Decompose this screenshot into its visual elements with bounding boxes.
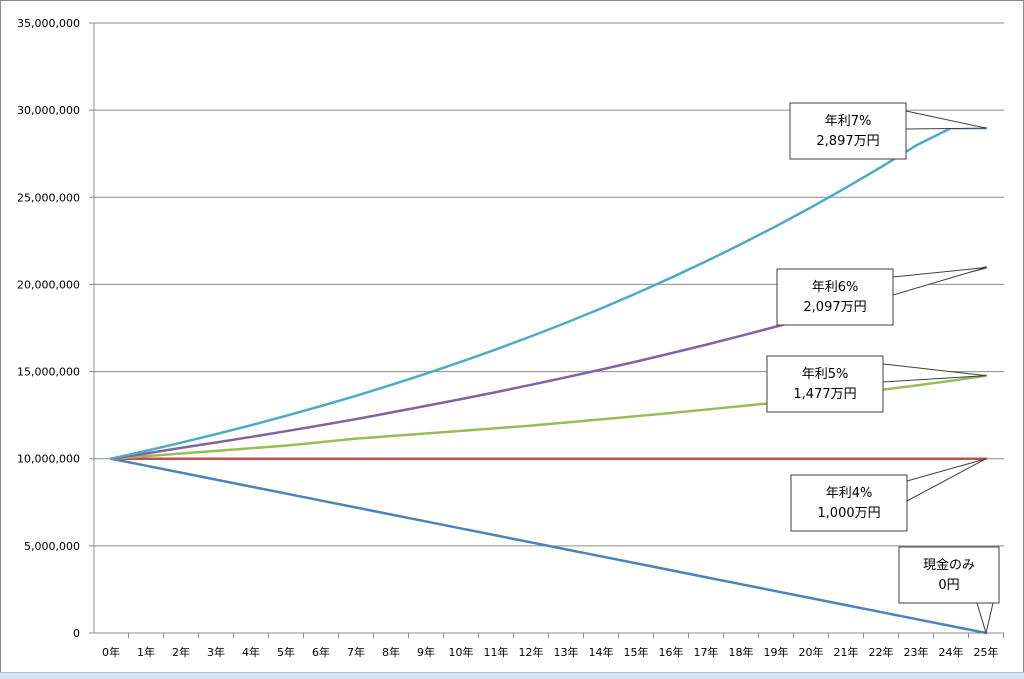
y-tick-label: 0 xyxy=(73,627,80,640)
y-tick-label: 10,000,000 xyxy=(17,453,80,466)
callout-pointer xyxy=(976,602,994,635)
x-tick-label: 6年 xyxy=(312,645,330,659)
series-line-rate7 xyxy=(109,126,988,460)
callout-pointer xyxy=(905,110,987,130)
y-tick-label: 25,000,000 xyxy=(17,191,80,204)
x-tick-label: 25年 xyxy=(974,645,999,659)
callout-pointer xyxy=(906,458,987,502)
window-bottom-strip xyxy=(0,672,1024,679)
callout-pointer xyxy=(882,363,987,383)
x-tick-label: 22年 xyxy=(869,645,894,659)
callout-label-value: 2,897万円 xyxy=(816,134,879,149)
x-tick-label: 15年 xyxy=(624,645,649,659)
callout-box xyxy=(776,268,894,326)
x-tick-label: 18年 xyxy=(729,645,754,659)
callout-box xyxy=(898,546,1000,604)
callout-box xyxy=(790,474,908,532)
x-tick-label: 21年 xyxy=(834,645,859,659)
x-tick-label: 4年 xyxy=(242,645,260,659)
callout-pointer xyxy=(892,267,987,296)
callout-box xyxy=(789,102,907,160)
series-line-cash xyxy=(109,457,988,635)
x-axis-ticks: 0年 1年 2年 3年 4年 5年 6年 7年 8年 9年 10年 11年 12年 13年 14年 15年 16… xyxy=(102,633,1004,659)
y-axis-ticks: 0 5,000,000 10,000,000 15,000,000 20,000,000… xyxy=(17,17,80,640)
x-tick-label: 8年 xyxy=(382,645,400,659)
x-tick-label: 12年 xyxy=(519,645,544,659)
y-tick-label: 30,000,000 xyxy=(17,104,80,117)
callout-label-title: 年利4% xyxy=(826,486,873,501)
callout-label-title: 年利6% xyxy=(812,280,859,295)
x-tick-label: 5年 xyxy=(277,645,295,659)
callout-label-title: 現金のみ xyxy=(923,557,975,573)
y-tick-label: 35,000,000 xyxy=(17,17,80,30)
x-tick-label: 14年 xyxy=(589,645,614,659)
x-tick-label: 23年 xyxy=(904,645,929,659)
callout-label-value: 1,477万円 xyxy=(793,387,856,402)
callout-box xyxy=(766,355,884,413)
x-tick-label: 19年 xyxy=(764,645,789,659)
x-tick-label: 1年 xyxy=(137,645,155,659)
callout-label-value: 2,097万円 xyxy=(803,300,866,315)
x-tick-label: 3年 xyxy=(207,645,225,659)
x-tick-label: 7年 xyxy=(347,645,365,659)
callout-label-value: 0円 xyxy=(938,578,959,593)
x-tick-label: 0年 xyxy=(102,645,120,659)
x-tick-label: 9年 xyxy=(417,645,435,659)
x-tick-label: 16年 xyxy=(659,645,684,659)
x-tick-label: 17年 xyxy=(694,645,719,659)
y-tick-label: 5,000,000 xyxy=(24,540,80,553)
x-tick-label: 10年 xyxy=(449,645,474,659)
x-tick-label: 11年 xyxy=(484,645,509,659)
y-tick-label: 20,000,000 xyxy=(17,278,80,291)
x-tick-label: 2年 xyxy=(172,645,190,659)
x-tick-label: 20年 xyxy=(799,645,824,659)
callout-label-value: 1,000万円 xyxy=(817,506,880,521)
x-tick-label: 13年 xyxy=(554,645,579,659)
callout-label-title: 年利7% xyxy=(825,114,872,129)
x-tick-label: 24年 xyxy=(939,645,964,659)
y-tick-label: 15,000,000 xyxy=(17,366,80,379)
callout-label-title: 年利5% xyxy=(802,367,849,382)
